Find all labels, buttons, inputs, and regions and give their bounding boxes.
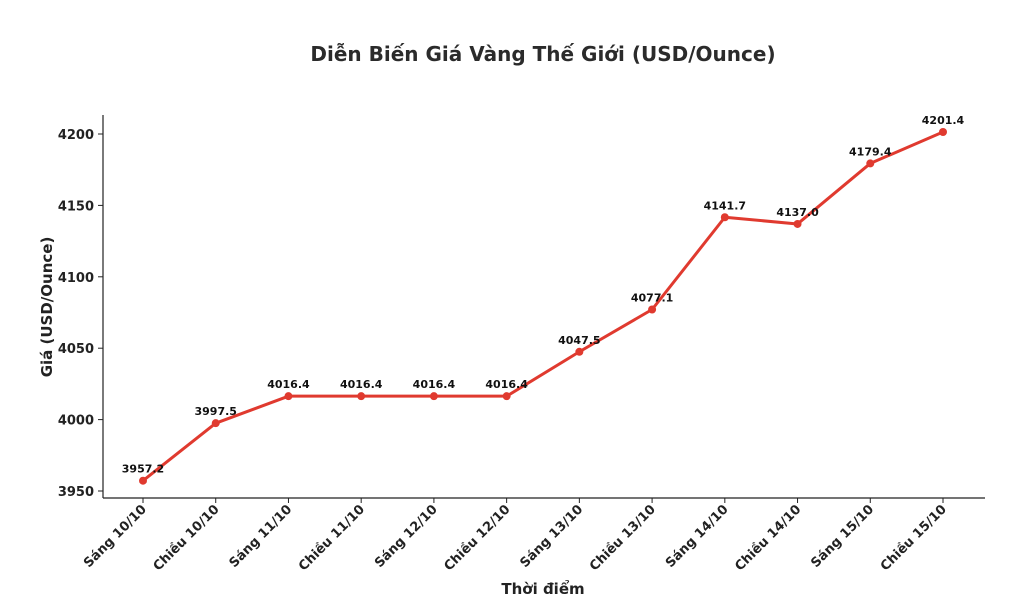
data-label: 4077.1 [631,292,673,305]
data-label: 4016.4 [267,378,310,391]
x-tick-label: Chiều 11/10 [296,502,368,574]
x-tick-label: Chiều 13/10 [587,502,659,574]
data-marks: 3957.2 3997.5 4016.4 4016.4 4016.4 4016.4 4047… [122,114,965,485]
data-label: 3997.5 [195,405,237,418]
x-tick-label: Sáng 13/10 [517,502,586,571]
x-tick-label: Chiều 14/10 [732,502,804,574]
data-label: 4016.4 [413,378,456,391]
data-point [793,219,802,228]
data-point [502,392,511,401]
data-point [939,128,947,137]
data-point [139,476,147,485]
x-tick-label: Chiều 10/10 [151,502,223,574]
x-tick-label: Sáng 12/10 [372,502,441,571]
data-label: 4141.7 [704,199,746,212]
data-label: 4016.4 [340,378,383,391]
chart-title: Diễn Biến Giá Vàng Thế Giới (USD/Ounce) [310,42,775,66]
data-point [357,392,366,401]
data-point [429,392,438,401]
x-tick-label: Sáng 14/10 [663,502,732,571]
y-axis-label: Giá (USD/Ounce) [38,237,56,378]
x-tick-label: Chiều 12/10 [441,502,513,574]
data-point [866,159,875,168]
data-label: 4137.0 [776,206,819,219]
data-point [648,305,657,314]
data-label: 4016.4 [485,378,528,391]
x-axis-label: Thời điểm [501,579,584,598]
data-point [284,392,293,401]
data-point [211,419,220,428]
x-tick-label: Sáng 11/10 [227,502,296,571]
x-tick-label: Chiều 15/10 [878,502,950,574]
y-tick-label: 4050 [58,342,94,357]
data-point [720,213,729,222]
data-label: 4047.5 [558,334,600,347]
data-point [575,347,584,356]
y-tick-label: 4100 [58,271,94,286]
data-label: 4179.4 [849,145,892,158]
x-tick-label: Sáng 15/10 [808,502,877,571]
price-series-line [141,130,945,483]
y-tick-label: 4200 [58,128,94,143]
data-label: 3957.2 [122,463,164,476]
x-tick-label: Sáng 10/10 [81,502,150,571]
y-tick-label: 3950 [58,485,94,500]
y-tick-label: 4150 [58,199,94,214]
data-label: 4201.4 [922,114,965,127]
y-tick-label: 4000 [58,414,94,429]
